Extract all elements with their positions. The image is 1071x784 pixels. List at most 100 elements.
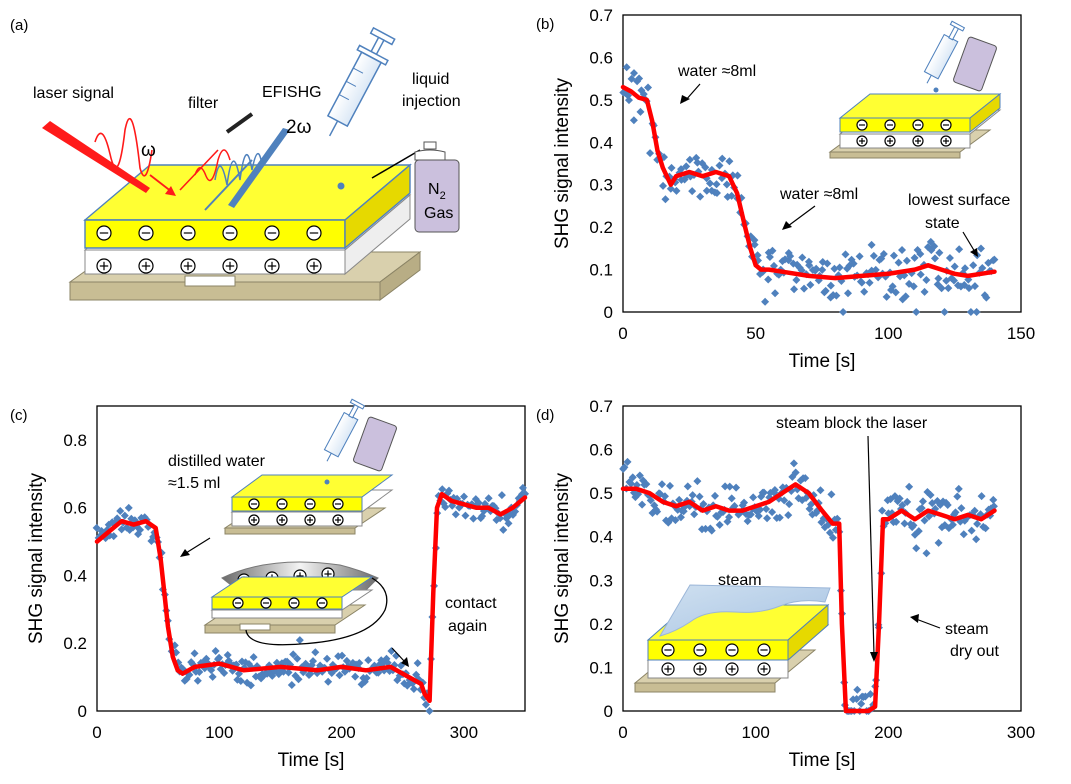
- scatter-point: [805, 261, 814, 270]
- panel-d-chart: (d) 0 0.1 0.2 0.3 0.4 0.5 0.6 0.7 0 100 200 300 Time …: [536, 397, 1035, 771]
- scatter-point: [786, 252, 795, 261]
- scatter-point: [624, 96, 633, 105]
- efishg-label: EFISHG: [262, 84, 322, 101]
- scatter-point: [469, 514, 478, 523]
- scatter-point: [629, 69, 638, 78]
- scatter-point: [953, 492, 962, 501]
- scatter-point: [934, 274, 943, 283]
- scatter-point: [438, 485, 447, 494]
- scatter-point: [918, 497, 927, 506]
- scatter-point: [236, 676, 245, 685]
- scatter-point: [124, 503, 133, 512]
- film-side: [344, 163, 411, 250]
- scatter-point: [504, 519, 513, 528]
- scatter-point: [215, 653, 224, 662]
- scatter-point: [768, 246, 777, 255]
- scatter-point: [916, 270, 925, 279]
- y-axis-title: SHG signal intensity: [552, 472, 573, 644]
- scatter-point: [249, 653, 258, 662]
- panel-a-label: (a): [10, 17, 28, 34]
- scatter-point: [976, 244, 985, 253]
- scatter-point: [676, 513, 685, 522]
- scatter-point: [193, 676, 202, 685]
- scatter-point: [677, 165, 686, 174]
- scatter-point: [798, 253, 807, 262]
- scatter-point: [978, 263, 987, 272]
- filter-bar: [225, 112, 254, 134]
- scatter-point: [750, 236, 759, 245]
- scatter-point: [425, 707, 434, 715]
- scatter-point: [930, 242, 939, 251]
- plot-frame: [622, 14, 1022, 313]
- scatter-point: [922, 549, 931, 558]
- c-annotation-water-2: ≈1.5 ml: [168, 475, 220, 492]
- trend-line: [620, 84, 997, 281]
- laser-beam: [42, 117, 176, 196]
- scatter-point: [733, 171, 742, 180]
- scatter-point: [749, 493, 758, 502]
- scatter-point: [812, 264, 821, 273]
- scatter-point: [753, 251, 762, 260]
- scatter-point: [351, 672, 360, 681]
- scatter-point: [693, 477, 702, 486]
- scatter-point: [295, 636, 304, 645]
- scatter-point: [667, 163, 676, 172]
- x-tick-label: 100: [741, 723, 769, 742]
- scatter-point: [671, 516, 680, 525]
- scatter-point: [294, 675, 303, 684]
- scatter-point: [951, 508, 960, 517]
- scatter-point: [725, 482, 734, 491]
- scatter-point: [895, 494, 904, 503]
- y-tick-label: 0.2: [589, 218, 613, 237]
- scatter-point: [920, 287, 929, 296]
- negative-charges: [96, 225, 322, 241]
- y-tick-label: 0.4: [63, 566, 87, 585]
- scatter-point: [762, 504, 771, 513]
- c-device-inset-top: [223, 398, 397, 535]
- scatter-point: [925, 512, 934, 521]
- y-tick-label: 0: [78, 702, 87, 721]
- scatter-point: [909, 282, 918, 291]
- scatter-point: [981, 524, 990, 533]
- scatter-point: [338, 651, 347, 660]
- plot-frame: [96, 405, 526, 712]
- scatter-point: [835, 263, 844, 272]
- laser-beam-shape: [42, 121, 150, 193]
- b-device-inset: [828, 20, 1002, 159]
- b-annotation-lowest-1: lowest surface: [908, 192, 1010, 209]
- y-tick-label: 0.7: [589, 397, 613, 416]
- scatter-point: [754, 512, 763, 521]
- scatter-point: [801, 474, 810, 483]
- scatter-point: [959, 530, 968, 539]
- scatter-point: [620, 463, 629, 472]
- scatter-point: [792, 275, 801, 284]
- scatter-point: [725, 157, 734, 166]
- x-tick-label: 100: [874, 324, 902, 343]
- scatter-point: [688, 187, 697, 196]
- y-tick-label: 0.6: [589, 441, 613, 460]
- scatter-point: [990, 255, 999, 264]
- trend-line: [94, 491, 528, 704]
- c-annotation-contact-1: contact: [445, 595, 497, 612]
- scatter-point: [693, 158, 702, 167]
- scatter-point: [944, 284, 953, 293]
- scatter-point: [628, 473, 637, 482]
- scatter-point: [659, 181, 668, 190]
- x-tick-label: 0: [92, 723, 101, 742]
- two-omega-label: 2ω: [286, 117, 312, 138]
- scatter-point: [699, 500, 708, 509]
- injection-label: injection: [402, 93, 461, 110]
- scatter-point: [362, 674, 371, 683]
- x-tick-label: 50: [746, 324, 765, 343]
- y-tick-label: 0.8: [63, 431, 87, 450]
- y-tick-label: 0.3: [589, 176, 613, 195]
- scatter-point: [775, 513, 784, 522]
- scatter-point: [195, 667, 204, 676]
- scatter-point: [905, 482, 914, 491]
- scatter-point: [816, 486, 825, 495]
- scatter-point: [120, 511, 129, 520]
- scatter-point: [825, 528, 834, 537]
- scatter-point: [740, 498, 749, 507]
- scatter-point: [866, 690, 875, 699]
